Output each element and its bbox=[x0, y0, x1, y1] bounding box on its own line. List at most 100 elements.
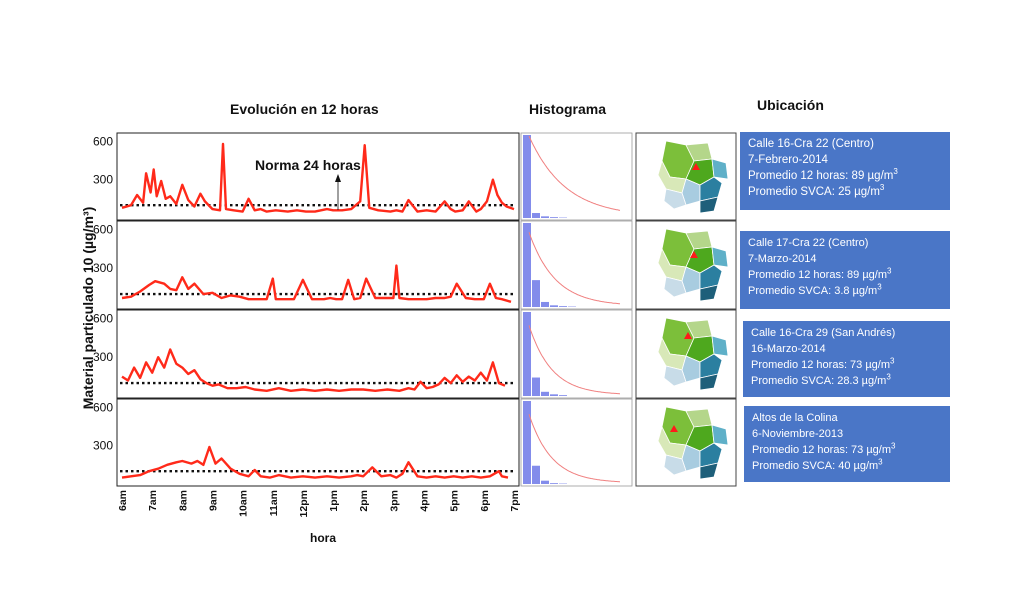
histogram-bar bbox=[541, 480, 549, 484]
histogram-curve bbox=[528, 135, 621, 211]
city-map bbox=[657, 140, 729, 214]
city-map bbox=[657, 406, 729, 480]
histogram-bar bbox=[550, 305, 558, 307]
norma-label: Norma 24 horas bbox=[255, 157, 361, 173]
header-histogram: Histograma bbox=[529, 101, 607, 117]
info-date: 7-Febrero-2014 bbox=[748, 154, 828, 166]
x-tick-label: 7pm bbox=[509, 490, 521, 512]
map-district bbox=[663, 276, 687, 298]
x-tick-label: 6am bbox=[117, 490, 129, 511]
histogram-bar bbox=[541, 391, 549, 396]
x-tick-label: 12pm bbox=[298, 490, 310, 517]
histogram-bar bbox=[559, 395, 567, 396]
y-tick-label: 300 bbox=[93, 173, 113, 187]
histogram-bar bbox=[532, 377, 540, 396]
histogram-bar bbox=[523, 401, 531, 484]
info-avg-12h: Promedio 12 horas: 89 µg/m3 bbox=[748, 167, 898, 182]
histogram-curve bbox=[528, 413, 620, 483]
y-tick-label: 600 bbox=[93, 311, 113, 325]
series-line bbox=[121, 348, 506, 392]
x-tick-label: 11am bbox=[268, 490, 280, 516]
histogram-bar bbox=[523, 223, 531, 307]
x-axis-label: hora bbox=[310, 531, 337, 545]
header-location: Ubicación bbox=[757, 97, 824, 113]
x-tick-label: 1pm bbox=[328, 490, 340, 512]
info-date: 7-Marzo-2014 bbox=[748, 253, 817, 265]
histogram-bar bbox=[532, 465, 540, 484]
x-tick-label: 9am bbox=[207, 490, 219, 511]
x-tick-label: 5pm bbox=[449, 490, 461, 512]
series-line bbox=[121, 445, 509, 479]
x-tick-label: 7am bbox=[147, 490, 159, 511]
map-district bbox=[699, 196, 719, 214]
plot-frame bbox=[116, 220, 520, 310]
info-box: Calle 17-Cra 22 (Centro) 7-Marzo-2014 Pr… bbox=[740, 231, 950, 309]
map-district bbox=[699, 284, 719, 302]
map-district bbox=[699, 353, 723, 379]
info-avg-svca: Promedio SVCA: 3.8 µg/m3 bbox=[748, 282, 882, 297]
series-line bbox=[121, 142, 515, 213]
info-location: Calle 16-Cra 22 (Centro) bbox=[748, 138, 874, 150]
map-district bbox=[681, 355, 701, 383]
histogram-bar bbox=[541, 301, 549, 307]
histogram-bar bbox=[541, 216, 549, 218]
city-map bbox=[657, 317, 729, 391]
plot-frame bbox=[116, 132, 520, 221]
info-location: Calle 17-Cra 22 (Centro) bbox=[748, 237, 869, 249]
histogram-curve bbox=[528, 325, 620, 395]
info-avg-12h: Promedio 12 horas: 89 µg/m3 bbox=[748, 266, 892, 281]
x-tick-label: 10am bbox=[238, 490, 250, 517]
info-box: Calle 16-Cra 29 (San Andrés) 16-Marzo-20… bbox=[743, 321, 950, 397]
y-tick-label: 600 bbox=[93, 400, 113, 414]
info-date: 16-Marzo-2014 bbox=[751, 343, 826, 355]
y-tick-label: 300 bbox=[93, 261, 113, 275]
red-triangle-icon bbox=[690, 251, 698, 258]
plot-frame bbox=[116, 309, 520, 399]
x-tick-label: 2pm bbox=[358, 490, 370, 512]
x-tick-label: 3pm bbox=[388, 490, 400, 512]
histogram-bar bbox=[559, 306, 567, 307]
info-avg-svca: Promedio SVCA: 25 µg/m3 bbox=[748, 183, 885, 198]
info-avg-svca: Promedio SVCA: 28.3 µg/m3 bbox=[751, 372, 891, 387]
y-tick-label: 300 bbox=[93, 439, 113, 453]
map-district bbox=[699, 373, 719, 391]
norma-arrowhead bbox=[335, 174, 341, 182]
x-tick-label: 6pm bbox=[479, 490, 491, 512]
info-box: Calle 16-Cra 22 (Centro) 7-Febrero-2014 … bbox=[740, 132, 950, 210]
info-avg-svca: Promedio SVCA: 40 µg/m3 bbox=[752, 457, 883, 472]
info-date: 6-Noviembre-2013 bbox=[752, 428, 844, 440]
y-tick-label: 600 bbox=[93, 134, 113, 148]
x-tick-label: 4pm bbox=[419, 490, 431, 512]
info-avg-12h: Promedio 12 horas: 73 µg/m3 bbox=[752, 441, 896, 456]
histogram-bar bbox=[532, 213, 540, 218]
y-tick-label: 300 bbox=[93, 350, 113, 364]
histogram-bar bbox=[523, 135, 531, 218]
map-district bbox=[699, 442, 723, 468]
histogram-bar bbox=[550, 394, 558, 396]
map-district bbox=[699, 462, 719, 480]
plot-frame bbox=[116, 398, 520, 487]
red-triangle-icon bbox=[670, 425, 678, 432]
info-avg-12h: Promedio 12 horas: 73 µg/m3 bbox=[751, 356, 895, 371]
map-district bbox=[711, 335, 729, 357]
map-district bbox=[699, 176, 723, 202]
map-district bbox=[663, 365, 687, 387]
info-location: Altos de la Colina bbox=[752, 412, 838, 424]
map-district bbox=[681, 266, 701, 294]
histogram-bar bbox=[523, 312, 531, 396]
info-location: Calle 16-Cra 29 (San Andrés) bbox=[751, 327, 896, 339]
series-line bbox=[121, 264, 512, 303]
map-district bbox=[681, 444, 701, 472]
histogram-bar bbox=[532, 280, 540, 307]
y-tick-label: 600 bbox=[93, 222, 113, 236]
city-map bbox=[657, 228, 729, 302]
histogram-curve bbox=[528, 232, 621, 305]
map-district bbox=[663, 454, 687, 476]
x-tick-label: 8am bbox=[177, 490, 189, 511]
red-triangle-icon bbox=[692, 163, 700, 170]
map-district bbox=[711, 158, 729, 180]
map-district bbox=[681, 178, 701, 206]
map-district bbox=[711, 246, 729, 268]
map-district bbox=[699, 264, 723, 290]
